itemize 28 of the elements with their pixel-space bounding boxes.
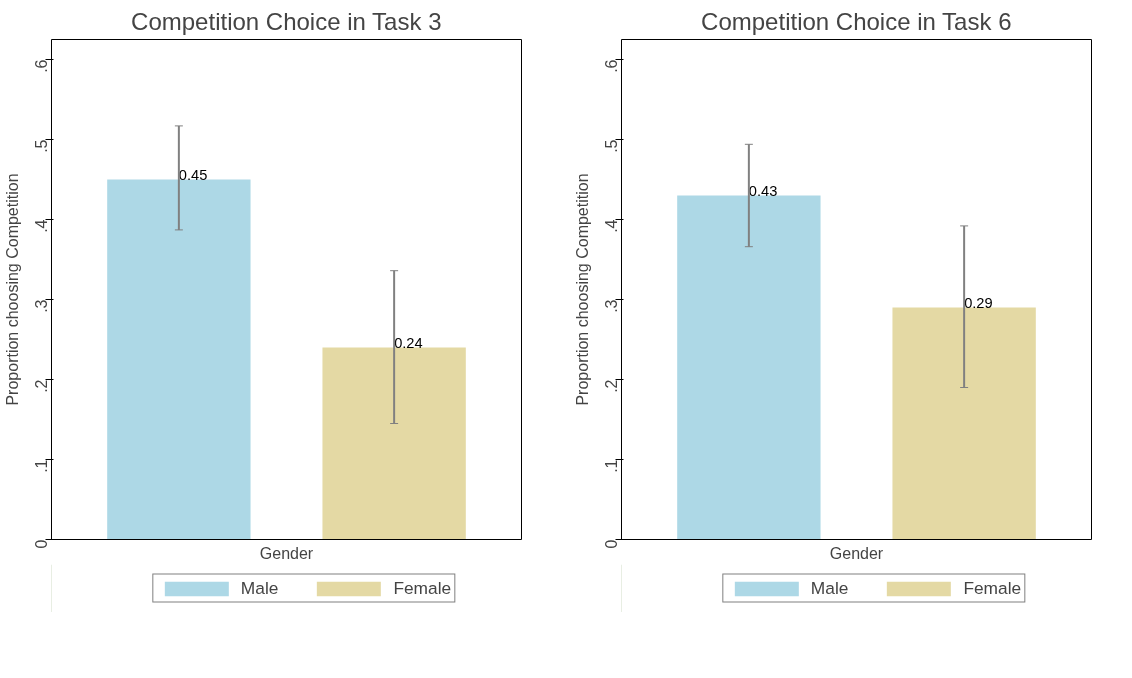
legend-label: Female xyxy=(963,577,1022,599)
y-tick-label: 0 xyxy=(602,539,620,549)
y-tick-label: .1 xyxy=(32,459,50,473)
y-tick-label: .2 xyxy=(602,379,620,393)
legend-label: Male xyxy=(240,577,279,599)
y-tick-label: .3 xyxy=(32,299,50,313)
chart-title: Competition Choice in Task 6 xyxy=(701,7,1012,35)
data-label: 0.43 xyxy=(748,182,778,199)
y-tick-label: .4 xyxy=(32,219,50,233)
y-tick-label: .6 xyxy=(602,59,620,73)
y-tick-label: .5 xyxy=(32,139,50,153)
y-tick-label: .2 xyxy=(32,379,50,393)
y-tick-label: .1 xyxy=(602,459,620,473)
y-tick-label: 0 xyxy=(32,539,50,549)
legend-label: Female xyxy=(393,577,452,599)
chart-title: Competition Choice in Task 3 xyxy=(131,7,442,35)
y-tick-label: .6 xyxy=(32,59,50,73)
y-tick-label: .5 xyxy=(602,139,620,153)
y-axis-title: Proportion choosing Competition xyxy=(3,173,21,406)
x-axis-title: Gender xyxy=(829,544,884,562)
y-tick-label: .4 xyxy=(602,219,620,233)
x-axis-title: Gender xyxy=(259,544,314,562)
y-tick-label: .3 xyxy=(602,299,620,313)
data-label: 0.24 xyxy=(394,334,423,351)
data-label: 0.45 xyxy=(178,166,208,183)
y-axis-title: Proportion choosing Competition xyxy=(573,173,591,406)
legend-label: Male xyxy=(810,577,849,599)
data-label: 0.29 xyxy=(964,294,993,311)
